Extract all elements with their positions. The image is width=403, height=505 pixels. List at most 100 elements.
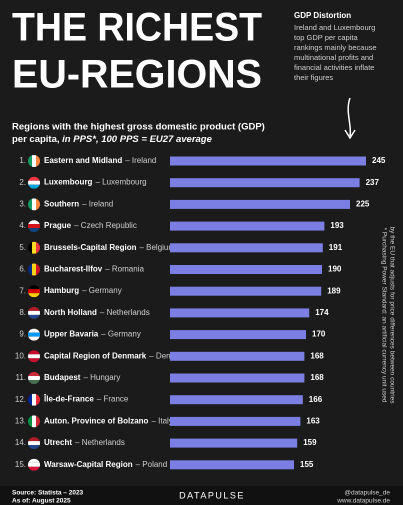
footnote: by the EU that adjusts for price differe… <box>388 227 395 405</box>
country: – Romania <box>105 265 144 274</box>
note-title: GDP Distortion <box>294 11 351 20</box>
region: North Holland <box>44 308 97 317</box>
flag <box>28 306 40 319</box>
rank: 9. <box>19 330 26 339</box>
flag-stripe <box>28 458 40 463</box>
row-label: Capital Region of Denmark – Denmark <box>44 351 189 360</box>
title-line: EU-REGIONS <box>12 53 262 97</box>
rank: 5. <box>19 243 26 252</box>
value-label: 170 <box>312 330 326 339</box>
flag-stripe <box>28 336 40 341</box>
flag-stripe <box>28 332 40 337</box>
rank: 10. <box>15 351 26 360</box>
flag-stripe <box>28 350 40 355</box>
note-line: financial activities inflate <box>294 63 374 72</box>
note-line: rankings mainly because <box>294 43 377 52</box>
bar <box>170 373 305 383</box>
flag-stripe <box>36 393 40 406</box>
bar <box>170 308 310 318</box>
region: Eastern and Midland <box>44 156 122 165</box>
footnote: * Purchasing Power Standard: an artifici… <box>380 228 387 403</box>
region: Capital Region of Denmark <box>44 351 147 360</box>
rank: 13. <box>15 417 26 426</box>
bar <box>170 156 366 166</box>
note-line: multinational profits and <box>294 53 373 62</box>
row-label: Bucharest-Ilfov – Romania <box>44 265 144 274</box>
row-label: Eastern and Midland – Ireland <box>44 156 156 165</box>
region: Bucharest-Ilfov <box>44 265 103 274</box>
title-line: THE RICHEST <box>12 6 262 50</box>
flag-stripe <box>28 285 40 290</box>
region: Brussels-Capital Region <box>44 243 137 252</box>
rank: 7. <box>19 286 26 295</box>
flag-stripe <box>28 289 40 294</box>
flag <box>28 155 40 167</box>
country: – France <box>97 395 129 404</box>
region: Auton. Province of Bolzano <box>44 417 149 426</box>
flag-stripe <box>28 228 40 233</box>
row-label: Île-de-France – France <box>43 395 129 404</box>
flag <box>28 263 40 276</box>
flag-stripe <box>28 198 32 211</box>
value-label: 155 <box>300 460 314 469</box>
bar <box>170 199 350 209</box>
region: Southern <box>44 200 79 209</box>
flag-stripe <box>28 466 40 471</box>
flag-stripe <box>28 180 40 185</box>
rank: 1. <box>19 156 26 165</box>
flag <box>28 176 40 189</box>
country: – Netherlands <box>75 438 125 447</box>
flag-stripe <box>32 198 36 211</box>
flag-stripe <box>28 184 40 189</box>
value-label: 168 <box>310 351 324 360</box>
flag <box>28 350 40 363</box>
bar <box>170 395 303 405</box>
value-label: 190 <box>328 265 342 274</box>
row-label: Upper Bavaria – Germany <box>44 330 141 339</box>
flag-stripe <box>36 263 40 276</box>
flag-stripe <box>32 393 36 406</box>
row-label: Auton. Province of Bolzano – Italy <box>44 417 173 426</box>
as-of: As of: August 2025 <box>12 498 71 505</box>
row-label: Southern – Ireland <box>44 200 113 209</box>
flag-stripe <box>32 155 36 167</box>
subtitle: per capita, in PPS*, 100 PPS = EU27 aver… <box>12 134 213 145</box>
bar <box>170 221 325 231</box>
value-label: 189 <box>327 286 341 295</box>
bar <box>170 330 306 340</box>
flag-stripe <box>36 155 40 167</box>
flag-stripe <box>28 293 40 298</box>
value-label: 237 <box>366 178 380 187</box>
handle: @datapulse_de <box>344 490 390 497</box>
flag-stripe <box>32 241 36 254</box>
country: – Ireland <box>125 156 156 165</box>
country: – Czech Republic <box>74 221 137 230</box>
row-label: Hamburg – Germany <box>44 286 122 295</box>
flag-stripe <box>28 314 40 319</box>
flag-stripe <box>28 306 40 311</box>
row-label: Brussels-Capital Region – Belgium <box>44 243 175 252</box>
value-label: 163 <box>306 417 320 426</box>
flag-stripe <box>28 445 40 450</box>
source: Source: Statista – 2023 <box>12 490 84 497</box>
value-label: 174 <box>315 308 329 317</box>
flag <box>28 328 40 341</box>
row-label: Prague – Czech Republic <box>44 221 137 230</box>
flag-stripe <box>36 415 40 428</box>
region: Budapest <box>44 373 81 382</box>
flag-stripe <box>28 376 40 380</box>
bar <box>170 460 294 470</box>
flag-stripe <box>32 415 36 428</box>
country: – Hungary <box>83 373 120 382</box>
flag-stripe <box>32 263 36 276</box>
bar <box>170 243 323 253</box>
region: Île-de-France <box>43 395 94 404</box>
country: – Ireland <box>82 200 113 209</box>
flag-stripe <box>28 437 40 442</box>
flag-stripe <box>28 220 40 225</box>
flag <box>28 437 40 450</box>
flag-stripe <box>28 176 40 181</box>
rank: 11. <box>15 373 26 382</box>
value-label: 191 <box>329 243 343 252</box>
